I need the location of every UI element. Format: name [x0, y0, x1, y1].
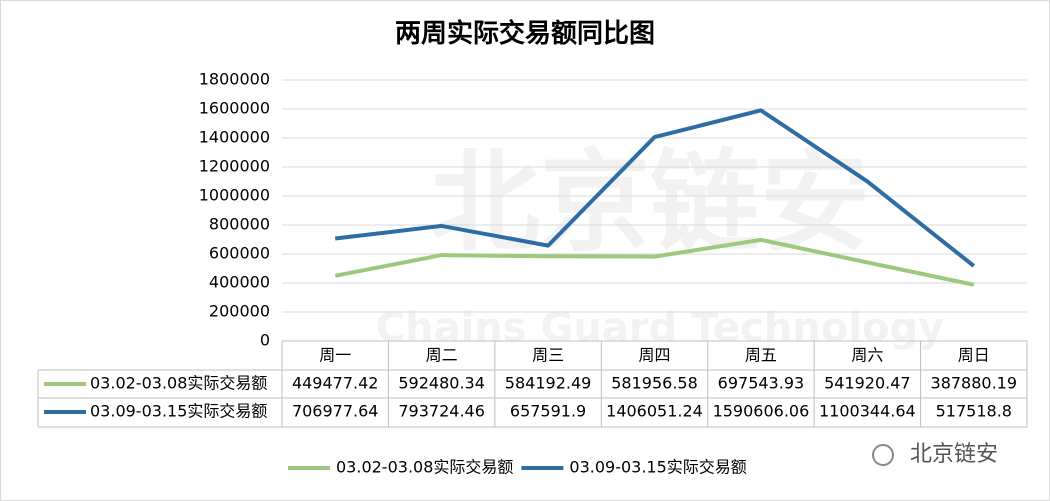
x-tick-label: 周四	[638, 346, 670, 365]
y-tick-label: 600000	[209, 244, 270, 263]
series-line	[334, 237, 975, 287]
table-cell: 541920.47	[824, 374, 911, 393]
watermark: 北京链安	[910, 442, 998, 467]
x-tick-label: 周五	[745, 346, 777, 365]
table-cell: 581956.58	[611, 374, 698, 393]
legend-label: 03.09-03.15实际交易额	[569, 458, 746, 477]
watermark-icon	[872, 444, 894, 466]
table-cell: 697543.93	[718, 374, 805, 393]
x-tick-label: 周一	[319, 346, 351, 365]
table-cell: 657591.9	[510, 402, 586, 421]
table-cell: 1406051.24	[606, 402, 703, 421]
table-cell: 584192.49	[505, 374, 592, 393]
table-cell: 592480.34	[398, 374, 485, 393]
table-series-name: 03.02-03.08实际交易额	[90, 374, 267, 393]
legend-label: 03.02-03.08实际交易额	[336, 458, 513, 477]
y-tick-label: 1400000	[199, 128, 270, 147]
table-cell: 449477.42	[292, 374, 379, 393]
y-tick-label: 1800000	[199, 70, 270, 89]
series-line	[334, 108, 976, 268]
table-cell: 1590606.06	[713, 402, 810, 421]
x-tick-label: 周三	[532, 346, 564, 365]
y-tick-label: 800000	[209, 215, 270, 234]
y-tick-label: 400000	[209, 273, 270, 292]
table-cell: 387880.19	[931, 374, 1018, 393]
y-tick-label: 1200000	[199, 157, 270, 176]
x-tick-label: 周二	[426, 346, 458, 365]
y-tick-label: 200000	[209, 302, 270, 321]
table-cell: 706977.64	[292, 402, 379, 421]
x-tick-label: 周日	[958, 346, 990, 365]
y-tick-label: 1600000	[199, 99, 270, 118]
y-tick-label: 0	[260, 331, 270, 350]
y-tick-label: 1000000	[199, 186, 270, 205]
table-series-name: 03.09-03.15实际交易额	[90, 402, 267, 421]
table-cell: 793724.46	[398, 402, 485, 421]
table-cell: 1100344.64	[819, 402, 916, 421]
table-cell: 517518.8	[936, 402, 1012, 421]
background-watermark: 北京链安	[430, 138, 870, 266]
background-watermark-subtitle: Chains Guard Technology	[376, 305, 944, 351]
chart-title: 两周实际交易额同比图	[395, 18, 655, 49]
x-tick-label: 周六	[851, 346, 883, 365]
